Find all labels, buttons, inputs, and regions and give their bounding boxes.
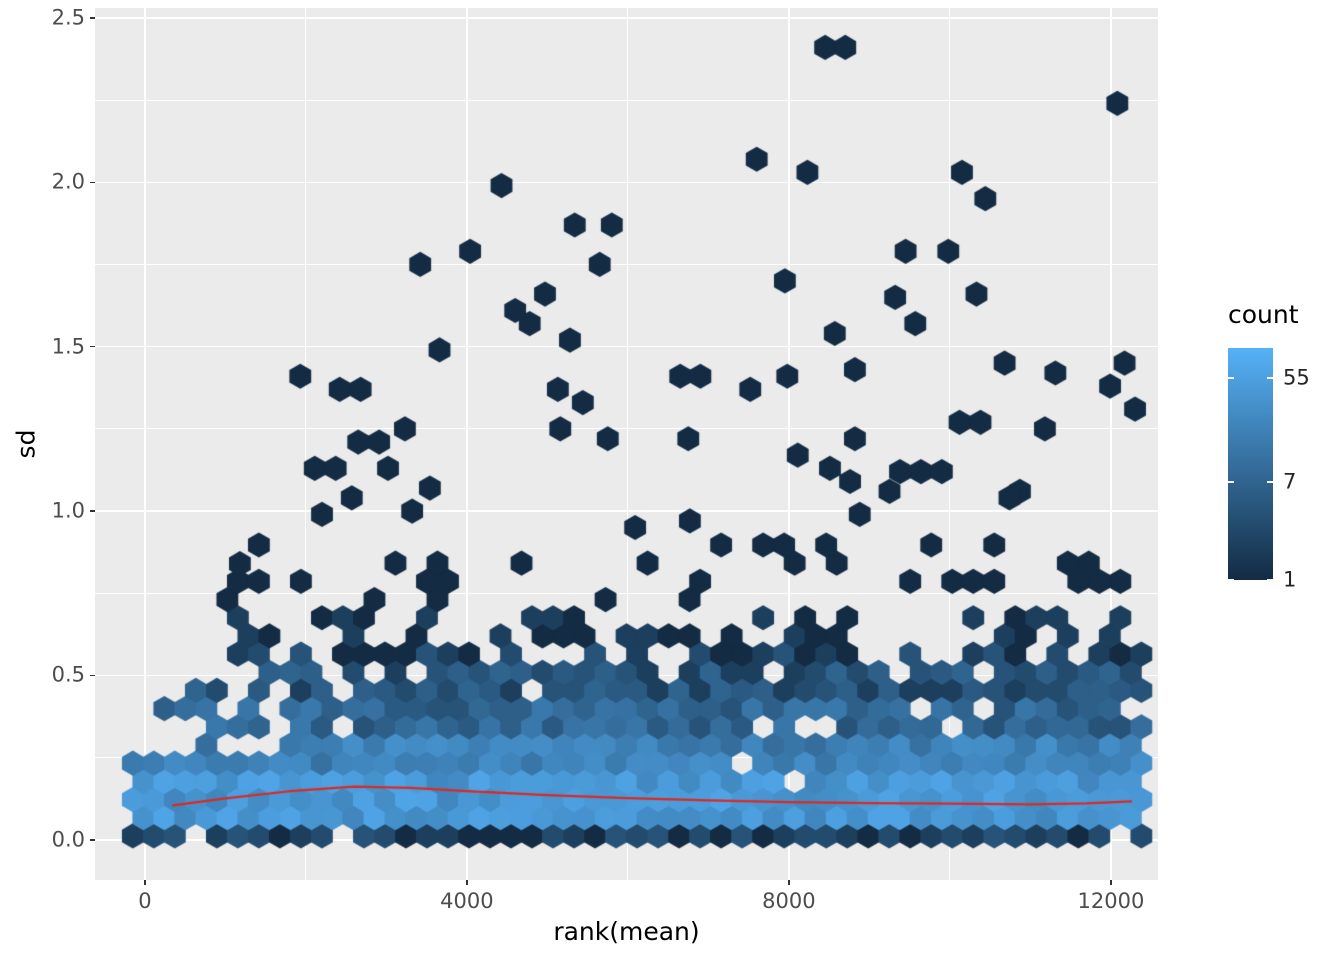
y-axis-tick bbox=[90, 674, 95, 677]
y-axis-tick-label: 1.5 bbox=[51, 334, 85, 359]
legend: count 55 7 1 bbox=[1226, 300, 1344, 600]
legend-colorbar bbox=[1228, 348, 1273, 580]
legend-tick-label: 7 bbox=[1283, 469, 1297, 494]
y-axis-tick bbox=[90, 839, 95, 841]
legend-colorbar-tick bbox=[1267, 481, 1273, 483]
legend-colorbar-tick bbox=[1267, 579, 1273, 581]
x-axis-tick bbox=[1110, 880, 1112, 885]
y-axis-tick-label: 0.5 bbox=[51, 662, 85, 687]
x-axis-tick bbox=[788, 880, 790, 885]
x-axis-tick-label: 8000 bbox=[762, 889, 816, 913]
x-axis-tick bbox=[466, 880, 468, 885]
y-axis-tick-label: 2.0 bbox=[51, 169, 85, 194]
legend-tick-label: 55 bbox=[1283, 365, 1310, 390]
y-axis-tick bbox=[90, 17, 95, 19]
legend-colorbar-tick bbox=[1228, 481, 1234, 483]
y-axis-tick bbox=[90, 345, 95, 348]
legend-colorbar-tick bbox=[1228, 579, 1234, 581]
x-axis-tick bbox=[144, 880, 146, 885]
plot-panel bbox=[95, 8, 1158, 880]
x-axis-tick-label: 4000 bbox=[440, 889, 494, 913]
legend-title: count bbox=[1228, 300, 1299, 329]
legend-colorbar-tick bbox=[1228, 377, 1234, 379]
y-axis-tick bbox=[90, 181, 95, 184]
y-axis-title: sd bbox=[11, 429, 41, 459]
y-axis-tick bbox=[90, 510, 95, 512]
x-axis-tick-label: 0 bbox=[138, 889, 152, 913]
x-axis-tick-label: 12000 bbox=[1077, 889, 1145, 913]
legend-colorbar-tick bbox=[1267, 377, 1273, 379]
hexbin-canvas bbox=[95, 8, 1158, 880]
y-axis-tick-label: 2.5 bbox=[51, 5, 85, 30]
x-axis-title: rank(mean) bbox=[553, 917, 700, 946]
y-axis-tick-label: 0.0 bbox=[51, 827, 85, 852]
y-axis-tick-label: 1.0 bbox=[51, 498, 85, 523]
legend-tick-label: 1 bbox=[1283, 567, 1297, 592]
